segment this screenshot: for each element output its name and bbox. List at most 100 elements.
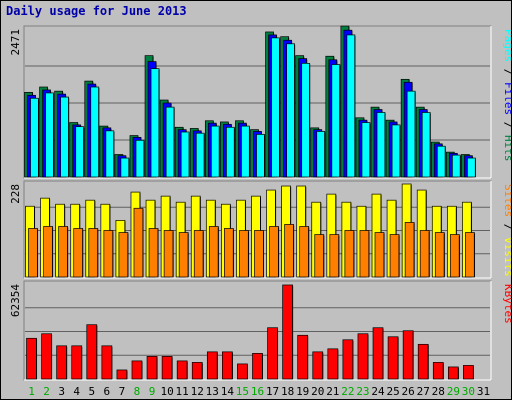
- bar-sites-day-1: [28, 228, 38, 278]
- bar-pages-day-13: [210, 125, 220, 178]
- bar-pages-day-17: [271, 37, 280, 178]
- bar-sites-day-15: [239, 230, 249, 278]
- bar-pages-day-10: [165, 106, 175, 178]
- day-label-20: 20: [311, 385, 324, 398]
- bar-sites-day-27: [419, 230, 430, 278]
- bar-pages-day-30: [467, 157, 476, 178]
- bar-pages-day-27: [421, 112, 431, 178]
- bar-pages-day-18: [286, 43, 295, 178]
- bar-pages-day-8: [135, 139, 145, 178]
- day-label-17: 17: [266, 385, 279, 398]
- panel-0-legend-part-4: Hits: [502, 135, 511, 162]
- bar-kbytes-day-29: [447, 366, 459, 380]
- bar-kbytes-day-23: [357, 333, 369, 380]
- panel-0-legend-part-2: Files: [502, 82, 511, 115]
- bar-sites-day-14: [224, 228, 234, 278]
- day-label-27: 27: [417, 385, 430, 398]
- bar-sites-day-9: [148, 228, 159, 278]
- bar-kbytes-day-14: [222, 351, 233, 380]
- day-label-18: 18: [281, 385, 294, 398]
- day-label-24: 24: [371, 385, 385, 398]
- bar-kbytes-day-18: [282, 284, 293, 380]
- bar-pages-day-9: [150, 68, 160, 178]
- day-label-5: 5: [88, 385, 95, 398]
- bar-kbytes-day-11: [176, 360, 188, 380]
- panel-1-legend-part-0: Sites: [502, 184, 511, 217]
- bar-sites-day-26: [404, 222, 415, 278]
- day-label-21: 21: [326, 385, 339, 398]
- bar-sites-day-30: [465, 232, 475, 278]
- bar-sites-day-8: [133, 207, 144, 278]
- bar-kbytes-day-26: [402, 330, 414, 380]
- day-label-3: 3: [58, 385, 65, 398]
- day-label-2: 2: [43, 385, 50, 398]
- bar-pages-day-2: [45, 92, 54, 178]
- day-label-29: 29: [447, 385, 460, 398]
- bar-kbytes-day-2: [41, 333, 52, 380]
- bar-pages-day-29: [451, 154, 461, 178]
- bar-pages-day-15: [241, 125, 250, 178]
- day-label-25: 25: [386, 385, 399, 398]
- bar-sites-day-7: [118, 232, 129, 278]
- day-label-23: 23: [356, 385, 369, 398]
- chart-title: Daily usage for June 2013: [6, 4, 187, 18]
- bar-sites-day-24: [374, 232, 385, 278]
- day-label-19: 19: [296, 385, 309, 398]
- bar-sites-day-3: [58, 226, 69, 278]
- panel-2-legend-part-0: KBytes: [502, 284, 511, 324]
- bar-kbytes-day-13: [206, 351, 218, 380]
- panel-1-max-label: 228: [9, 184, 22, 204]
- bar-kbytes-day-4: [71, 345, 83, 380]
- panel-0-legend-part-0: Pages: [502, 29, 511, 62]
- bar-sites-day-22: [344, 230, 355, 278]
- panel-0-legend-part-3: /: [502, 115, 511, 135]
- day-label-13: 13: [206, 385, 219, 398]
- bar-pages-day-22: [346, 34, 356, 178]
- bar-sites-day-29: [449, 234, 460, 278]
- bar-pages-day-20: [316, 131, 326, 178]
- bar-sites-day-18: [284, 224, 294, 278]
- bar-pages-day-11: [180, 131, 190, 178]
- bar-kbytes-day-12: [191, 362, 203, 380]
- day-label-4: 4: [73, 385, 80, 398]
- bar-pages-day-28: [436, 145, 446, 178]
- bar-kbytes-day-10: [161, 356, 173, 380]
- day-label-9: 9: [149, 385, 156, 398]
- bar-sites-day-2: [43, 226, 53, 278]
- bar-kbytes-day-9: [146, 356, 158, 380]
- bar-sites-day-6: [103, 230, 114, 278]
- day-label-16: 16: [251, 385, 264, 398]
- day-label-26: 26: [402, 385, 415, 398]
- panel-1-legend-part-1: /: [502, 217, 511, 237]
- day-label-15: 15: [236, 385, 249, 398]
- day-label-10: 10: [160, 385, 173, 398]
- bar-sites-day-25: [389, 234, 400, 278]
- panel-0-max-label: 2471: [9, 29, 22, 56]
- bar-sites-day-19: [299, 226, 310, 278]
- bar-kbytes-day-30: [463, 365, 474, 380]
- day-label-11: 11: [176, 385, 189, 398]
- bar-kbytes-day-15: [237, 363, 248, 380]
- bar-sites-day-16: [254, 230, 264, 278]
- bar-kbytes-day-5: [86, 324, 98, 380]
- panel-1-legend-label: Sites / Visits: [502, 184, 511, 277]
- day-label-31: 31: [477, 385, 490, 398]
- panel-2-legend-label: KBytes: [502, 284, 511, 324]
- bar-sites-day-23: [359, 230, 370, 278]
- bar-pages-day-21: [331, 64, 341, 178]
- bar-pages-day-7: [120, 157, 130, 178]
- bar-pages-day-4: [75, 126, 85, 178]
- bar-sites-day-12: [193, 230, 204, 278]
- panel-0-legend-label: Pages / Files / Hits: [502, 29, 511, 162]
- day-label-8: 8: [134, 385, 141, 398]
- panel-1-legend-part-2: Visits: [502, 237, 511, 277]
- bar-kbytes-day-28: [432, 362, 444, 380]
- bar-kbytes-day-3: [56, 345, 68, 380]
- bar-kbytes-day-8: [131, 360, 143, 380]
- bar-kbytes-day-25: [387, 336, 399, 380]
- bar-kbytes-day-1: [26, 337, 37, 380]
- bar-pages-day-12: [195, 132, 205, 178]
- day-label-14: 14: [221, 385, 235, 398]
- panel-2-max-label: 62354: [9, 284, 22, 317]
